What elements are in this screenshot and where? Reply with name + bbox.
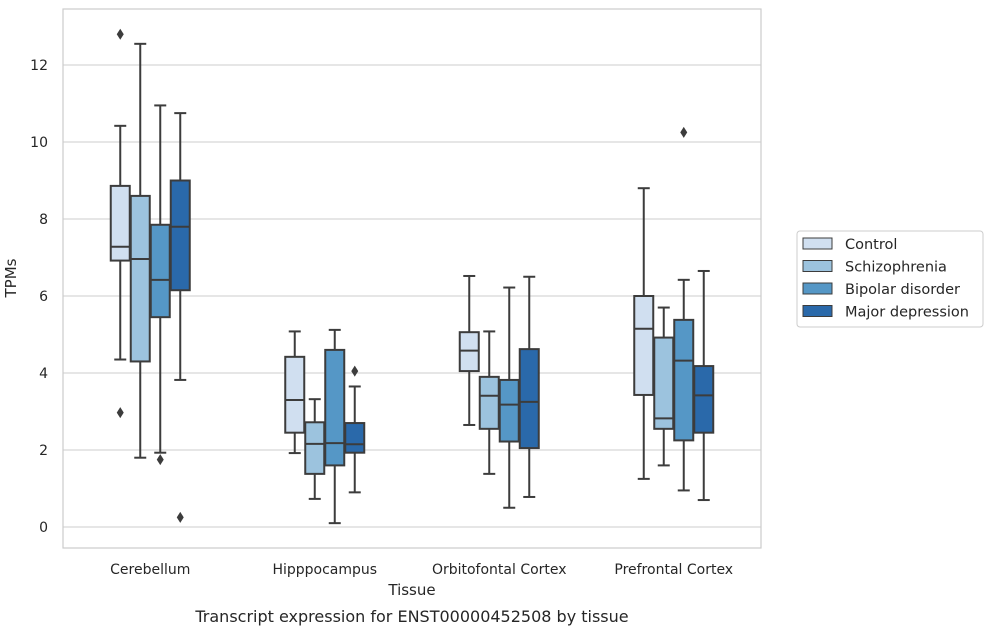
iqr-box [304,421,326,475]
outlier-point [116,28,124,40]
box-bipolar-disorder [498,286,520,509]
outlier-point [176,511,184,523]
outlier-point [156,454,164,466]
outlier-point [116,407,124,419]
legend-label: Bipolar disorder [845,282,960,298]
box-schizophrenia [129,42,151,459]
iqr-box [518,348,540,450]
legend-label: Major depression [845,305,969,321]
iqr-box [129,194,151,363]
iqr-box [109,184,131,262]
box-major-depression [518,275,540,498]
y-tick-label: 12 [30,58,48,74]
x-tick-label: Prefrontal Cortex [614,562,733,578]
chart-caption: Transcript expression for ENST0000045250… [194,607,628,626]
iqr-box [653,336,675,430]
iqr-box [693,365,715,434]
box-bipolar-disorder [324,328,346,525]
x-tick-label: Orbitofontal Cortex [432,562,567,578]
legend-label: Control [845,237,897,253]
y-axis-label: TPMs [2,258,20,298]
x-axis-label: Tissue [387,581,435,599]
legend-swatch [802,305,833,317]
iqr-box [169,179,191,292]
legend-swatch [802,237,833,250]
y-tick-label: 2 [39,443,48,459]
box-control [458,274,480,426]
iqr-box [673,318,695,442]
iqr-box [149,223,171,319]
iqr-box [344,422,366,454]
x-tick-label: Hipppocampus [272,562,377,578]
box-major-depression [693,269,715,502]
iqr-box [478,375,500,430]
outlier-point [680,126,688,138]
box-control [284,330,306,455]
iqr-box [498,378,520,443]
box-major-depression [344,365,366,494]
x-tick-label: Cerebellum [110,562,190,578]
y-tick-label: 4 [39,366,48,382]
iqr-box [633,295,655,396]
outlier-point [351,365,359,377]
y-tick-label: 0 [39,520,48,536]
legend-frame [796,230,984,328]
y-tick-label: 6 [39,289,48,305]
legend-label: Schizophrenia [845,260,947,276]
iqr-box [284,355,306,434]
box-schizophrenia [304,398,326,500]
legend: Control Schizophrenia Bipolar disorder Majo… [796,230,984,328]
iqr-box [324,348,346,467]
y-tick-label: 10 [30,135,48,151]
box-major-depression [169,112,191,523]
box-bipolar-disorder [673,126,695,492]
y-tick-label: 8 [39,212,48,228]
legend-swatch [802,282,833,295]
legend-swatch [802,260,833,272]
